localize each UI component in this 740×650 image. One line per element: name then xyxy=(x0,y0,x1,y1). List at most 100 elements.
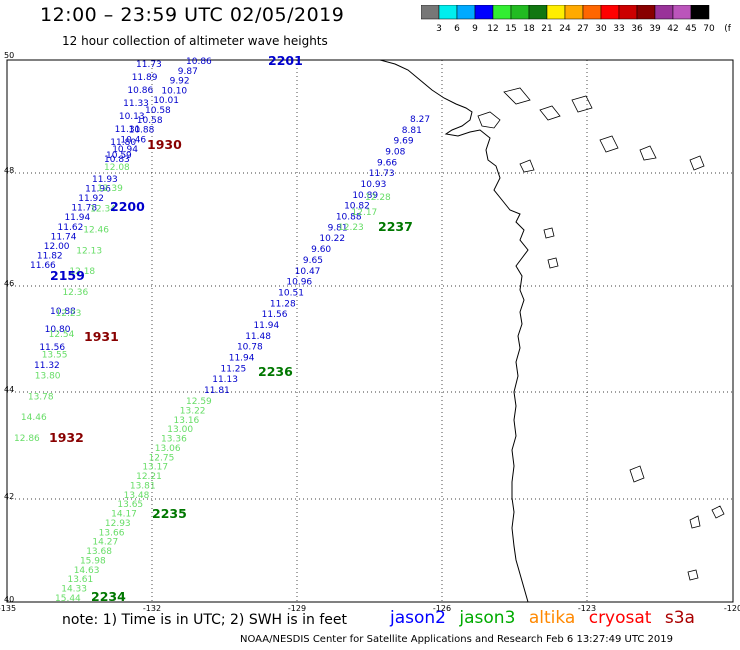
pass-time-label: 1932 xyxy=(49,430,84,445)
wave-height-value: 13.55 xyxy=(42,351,68,361)
pass-time-label: 2159 xyxy=(50,268,85,283)
wave-height-value: 12.93 xyxy=(105,519,131,529)
scale-label: 36 xyxy=(631,24,643,34)
island xyxy=(687,569,699,581)
wave-height-value: 12.46 xyxy=(83,226,109,236)
wave-height-value: 12.86 xyxy=(14,434,40,444)
lat-tick-label: 44 xyxy=(4,385,14,394)
lat-tick-label: 48 xyxy=(4,166,14,175)
wave-height-value: 11.48 xyxy=(245,332,271,342)
wave-height-value: 10.86 xyxy=(127,86,153,96)
island xyxy=(503,87,531,105)
wave-height-value: 10.13 xyxy=(119,112,145,122)
wave-height-value: 11.32 xyxy=(34,361,60,371)
lon-tick-label: -135 xyxy=(0,604,16,613)
lon-tick-label: -126 xyxy=(433,604,451,613)
scale-label: 27 xyxy=(577,24,588,34)
wave-height-value: 13.06 xyxy=(155,444,181,454)
wave-height-value: 14.63 xyxy=(74,566,100,576)
wave-height-value: 11.78 xyxy=(71,204,97,214)
wave-height-value: 13.22 xyxy=(180,406,206,416)
wave-height-value: 15.44 xyxy=(55,594,81,604)
wave-height-value: 11.96 xyxy=(85,185,111,195)
scale-swatch xyxy=(690,5,710,20)
wave-height-value: 9.87 xyxy=(178,67,198,77)
wave-height-value: 13.17 xyxy=(142,463,168,473)
island xyxy=(539,105,561,121)
wave-height-value: 12.39 xyxy=(97,184,123,194)
wave-height-value: 11.80 xyxy=(110,138,136,148)
wave-height-value: 9.08 xyxy=(385,148,405,158)
wave-height-value: 11.94 xyxy=(64,213,90,223)
wave-height-value: 12.36 xyxy=(62,288,88,298)
wave-height-value: 13.00 xyxy=(167,425,193,435)
scale-label: 9 xyxy=(472,24,478,34)
legend-cryosat: cryosat xyxy=(588,608,652,628)
wave-height-value: 10.83 xyxy=(104,155,130,165)
wave-height-value: 10.88 xyxy=(50,307,76,317)
lat-tick-label: 40 xyxy=(4,595,14,604)
wave-height-value: 11.94 xyxy=(229,353,255,363)
pass-time-label: 2236 xyxy=(258,364,293,379)
wave-height-value: 10.01 xyxy=(153,96,179,106)
wave-height-value: 11.94 xyxy=(253,321,279,331)
wave-height-value: 9.81 xyxy=(328,223,348,233)
wave-height-value: 10.59 xyxy=(106,151,132,161)
wave-height-value: 11.31 xyxy=(115,125,141,135)
scale-label: 12 xyxy=(487,24,498,34)
wave-height-value: 10.58 xyxy=(137,116,163,126)
wave-height-value: 11.56 xyxy=(262,310,288,320)
wave-height-value: 9.66 xyxy=(377,158,397,168)
wave-height-value: 11.33 xyxy=(123,99,149,109)
legend-jason3: jason3 xyxy=(459,608,516,628)
wave-height-value: 11.28 xyxy=(270,299,296,309)
wave-height-value: 12.75 xyxy=(149,453,175,463)
lon-tick-label: -123 xyxy=(578,604,596,613)
wave-height-value: 13.81 xyxy=(130,481,156,491)
wave-height-value: 13.36 xyxy=(161,435,187,445)
wave-height-value: 14.33 xyxy=(61,585,87,595)
scale-label: 33 xyxy=(613,24,624,34)
wave-height-value: 11.92 xyxy=(78,194,104,204)
pass-time-label: 1930 xyxy=(147,137,182,152)
wave-height-value: 12.59 xyxy=(186,397,212,407)
wave-height-value: 13.61 xyxy=(67,575,93,585)
wave-height-value: 10.80 xyxy=(45,325,71,335)
lon-tick-label: -129 xyxy=(288,604,306,613)
wave-height-value: 13.66 xyxy=(99,528,125,538)
wave-height-value: 13.65 xyxy=(117,500,143,510)
island xyxy=(629,465,645,483)
scale-label: 39 xyxy=(649,24,661,34)
pass-time-labels: 2201 1930 2200 2237 2159 1931 2236 1932 2235 2234 xyxy=(49,53,413,604)
island xyxy=(543,227,555,239)
wave-height-value: 11.73 xyxy=(136,60,162,70)
scale-label: 21 xyxy=(541,24,552,34)
legend-altika: altika xyxy=(528,608,576,628)
scale-label: 3 xyxy=(436,24,442,34)
wave-height-value: 10.86 xyxy=(186,57,212,67)
page-subtitle: 12 hour collection of altimeter wave hei… xyxy=(62,34,328,48)
island xyxy=(519,159,535,173)
satellite-legend: jason2 jason3 altika cryosat s3a xyxy=(390,608,703,628)
wave-height-value: 12.23 xyxy=(338,223,364,233)
wave-height-value: 12.28 xyxy=(365,193,391,203)
wave-height-value: 10.58 xyxy=(145,106,171,116)
scale-label: 45 xyxy=(685,24,696,34)
wave-height-value: 14.17 xyxy=(111,510,137,520)
wave-height-value: 11.93 xyxy=(92,175,118,185)
wave-height-value: 11.25 xyxy=(220,364,246,374)
island xyxy=(711,505,725,519)
lon-tick-label: -120 xyxy=(724,604,740,613)
scale-label: (ft) xyxy=(724,24,731,34)
scale-label: 15 xyxy=(505,24,516,34)
wave-height-value: 12.08 xyxy=(104,163,130,173)
scale-label: 24 xyxy=(559,24,571,34)
pass-time-label: 1931 xyxy=(84,329,119,344)
island xyxy=(599,135,619,153)
pass-time-label: 2234 xyxy=(91,589,126,604)
wave-height-value: 10.10 xyxy=(161,86,187,96)
pacific-coast xyxy=(379,59,529,603)
wave-height-value: 10.78 xyxy=(237,343,263,353)
scale-label: 42 xyxy=(667,24,678,34)
